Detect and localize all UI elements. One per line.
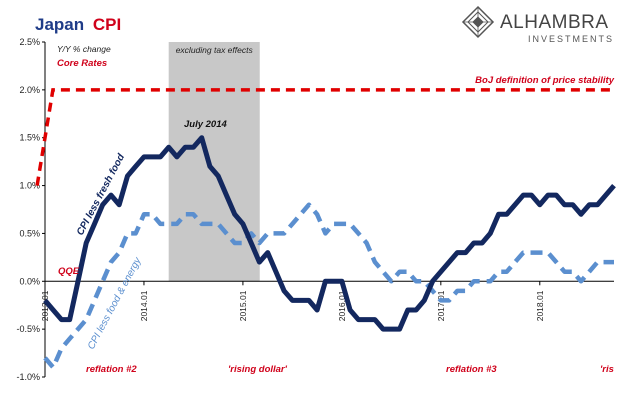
x-tick-label: 2017.01 — [436, 290, 446, 321]
annotation-qqe: QQE — [58, 266, 80, 277]
series-label-cpi-less-food-energy: CPI less food & energy — [86, 255, 144, 351]
x-tick-label: 2014.01 — [139, 290, 149, 321]
y-tick-label: 0.5% — [19, 228, 40, 238]
annotation-reflation-3: reflation #3 — [446, 364, 497, 375]
chart-subtitle-core: Core Rates — [57, 58, 107, 69]
alhambra-logo-tagline: INVESTMENTS — [528, 34, 614, 44]
boj-target-line — [35, 88, 614, 186]
series-line-cpi-less-food-energy — [43, 202, 614, 370]
x-tick-label: 2016.01 — [337, 290, 347, 321]
x-axis-ticks: 2013.01 2014.01 2015.01 2016.01 2017.01 2018.… — [40, 281, 545, 321]
annotation-july-2014: July 2014 — [184, 119, 227, 130]
boj-label: BoJ definition of price stability — [475, 75, 615, 86]
chart-title: Japan CPI — [35, 15, 121, 34]
annotation-ris: 'ris — [600, 364, 614, 375]
alhambra-logo-name: ALHAMBRA — [500, 12, 609, 33]
y-tick-label: 2.0% — [19, 85, 40, 95]
alhambra-logo-mark-icon — [461, 5, 495, 39]
y-axis-ticks: 2.5% 2.0% 1.5% 1.0% 0.5% 0.0% -0.5% -1.0% — [16, 37, 45, 382]
shaded-region-label: excluding tax effects — [176, 45, 254, 55]
y-tick-label: 2.5% — [19, 37, 40, 47]
tax-effects-shaded-region — [168, 42, 260, 282]
y-tick-label: 0.0% — [19, 276, 40, 286]
x-tick-label: 2018.01 — [535, 290, 545, 321]
y-tick-label: 1.0% — [19, 181, 40, 191]
x-tick-label: 2013.01 — [40, 290, 50, 321]
y-tick-label: -1.0% — [16, 372, 40, 382]
chart-subtitle: Y/Y % change — [57, 44, 111, 54]
x-tick-label: 2015.01 — [238, 290, 248, 321]
y-tick-label: -0.5% — [16, 324, 40, 334]
alhambra-logo: ALHAMBRA INVESTMENTS — [461, 5, 614, 44]
series-line-cpi-less-fresh-food — [43, 135, 616, 332]
y-tick-label: 1.5% — [19, 133, 40, 143]
annotation-rising-dollar: 'rising dollar' — [228, 364, 288, 375]
annotation-reflation-2: reflation #2 — [86, 364, 137, 375]
